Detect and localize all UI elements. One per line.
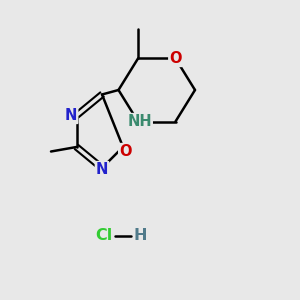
Text: Cl: Cl [95,228,112,243]
Text: O: O [169,51,182,66]
Text: NH: NH [127,114,152,129]
Text: N: N [65,108,77,123]
Text: H: H [134,228,147,243]
Text: O: O [119,144,132,159]
Text: N: N [96,162,108,177]
